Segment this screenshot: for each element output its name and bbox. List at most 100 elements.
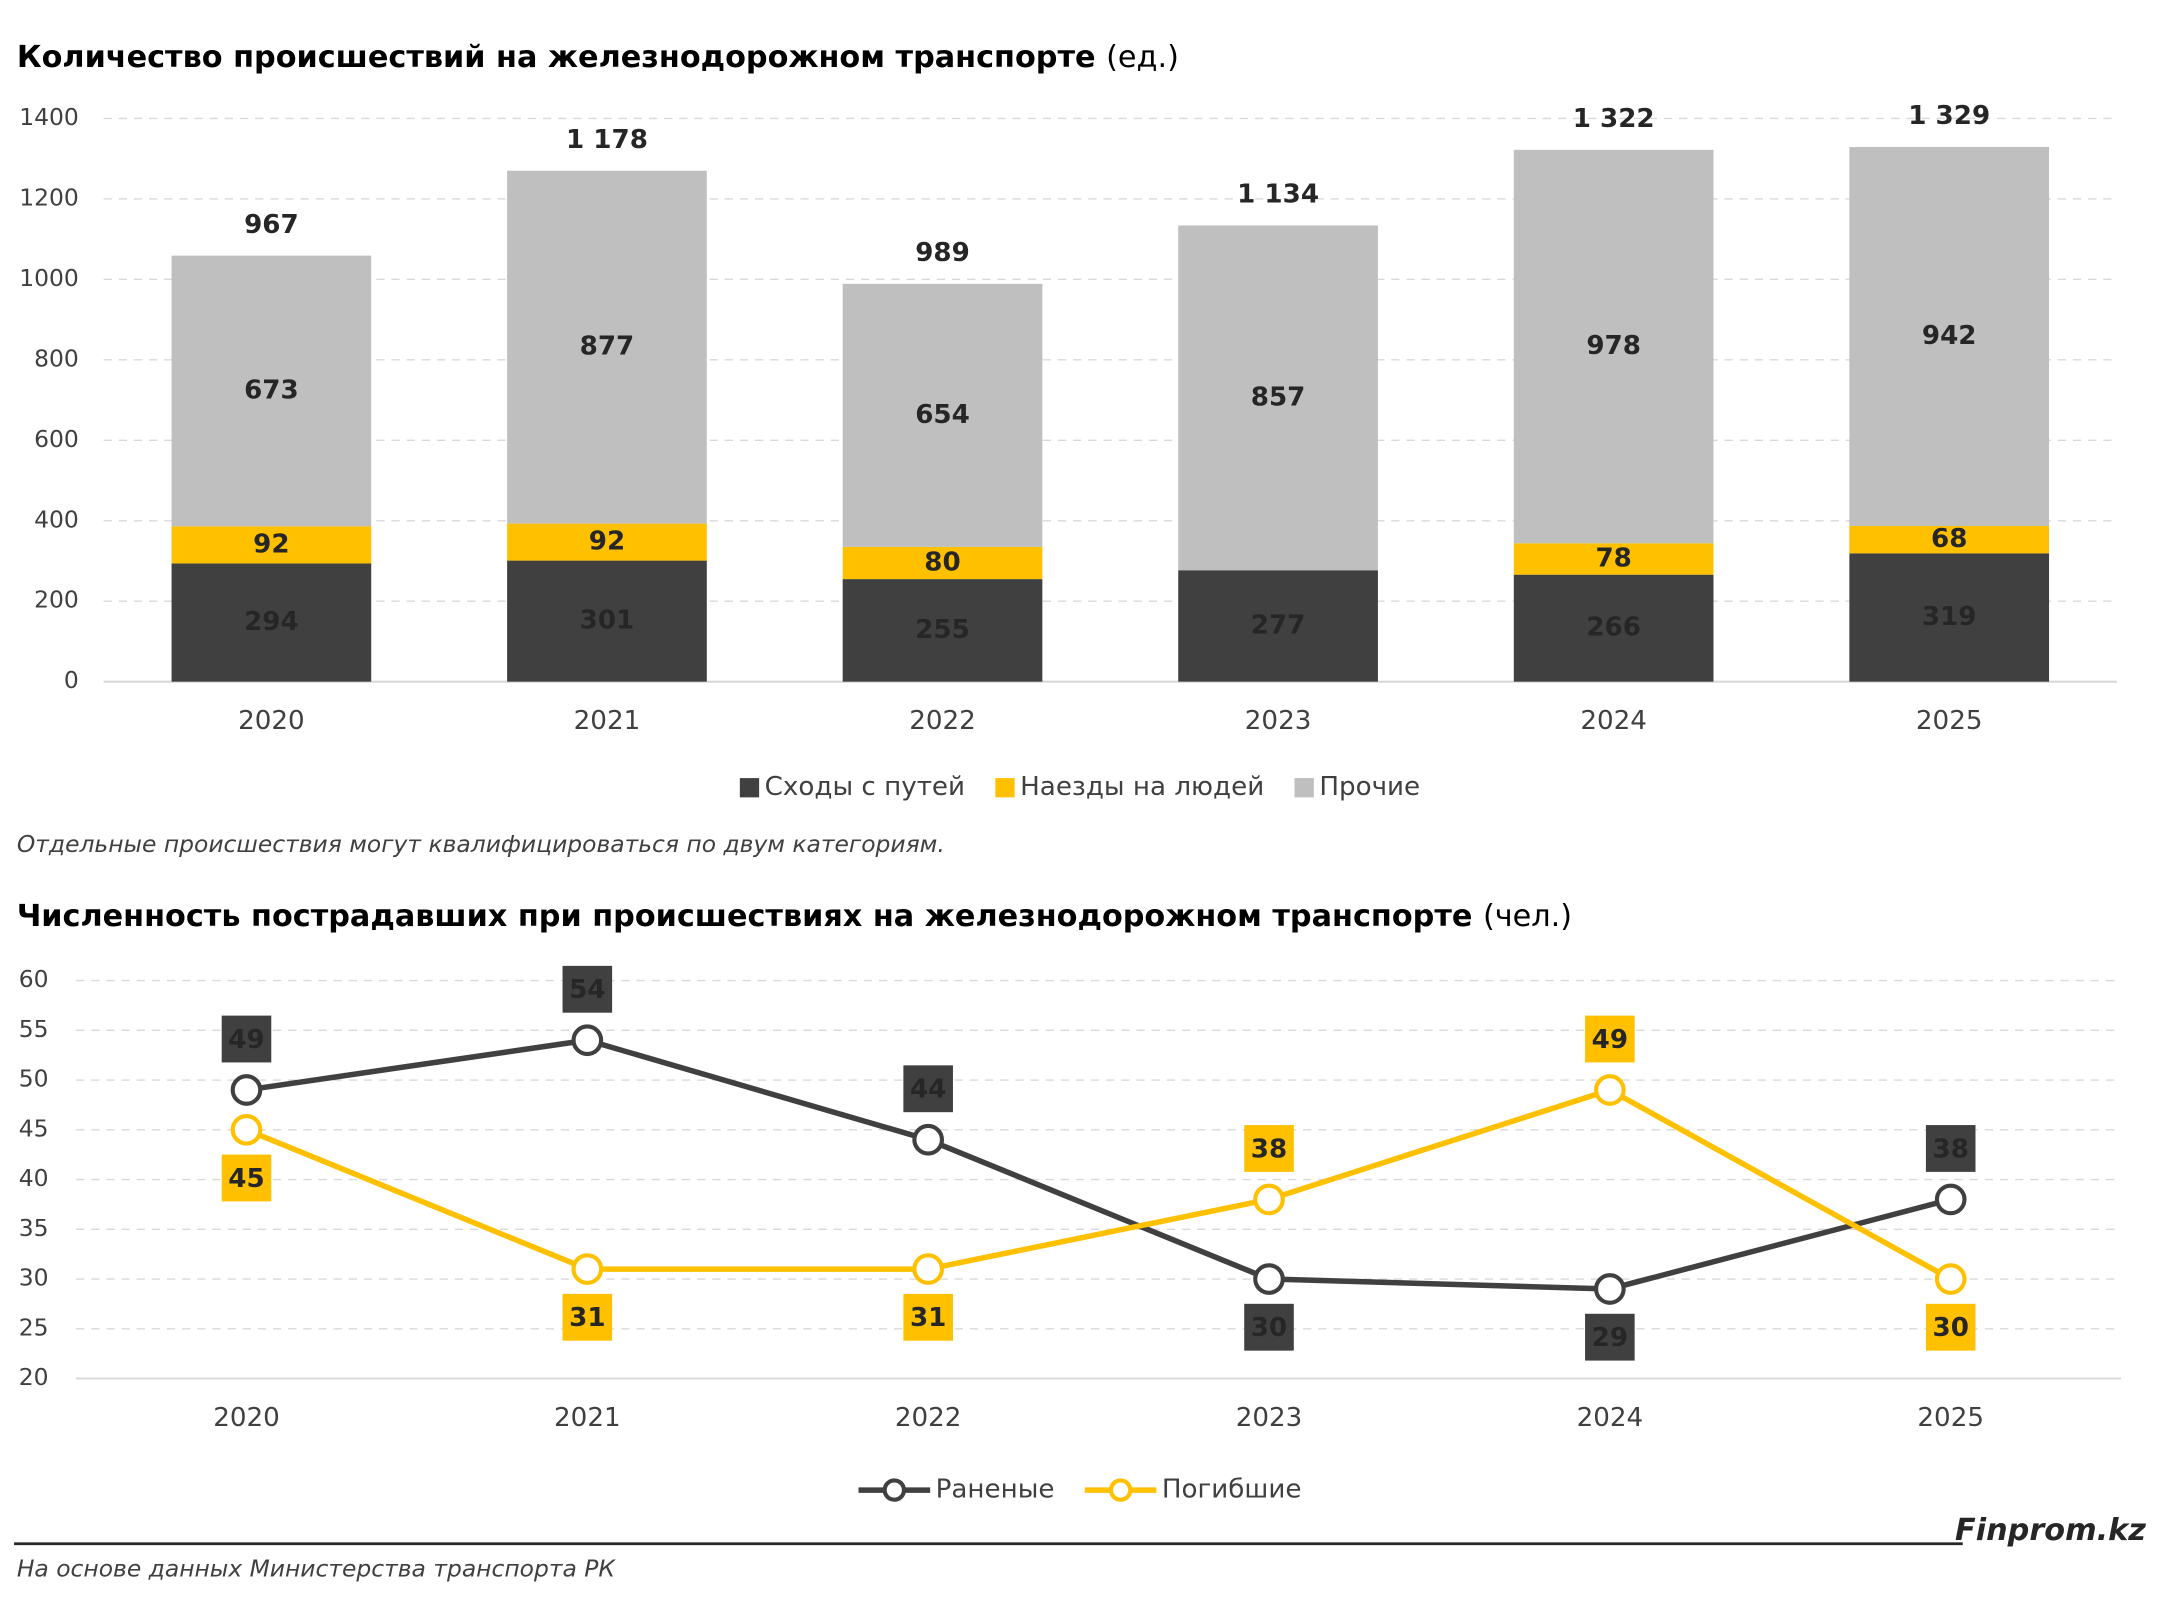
x-tick-label: 2022 bbox=[895, 1403, 962, 1433]
data-label: 45 bbox=[228, 1164, 264, 1194]
bar-segment bbox=[1178, 225, 1378, 571]
legend-item: Прочие bbox=[1294, 772, 1420, 802]
y-tick-label: 55 bbox=[19, 1015, 49, 1043]
point bbox=[1594, 1273, 1626, 1305]
data-label: 30 bbox=[1932, 1313, 1968, 1343]
data-label: 78 bbox=[1595, 543, 1631, 573]
label-box bbox=[221, 1154, 272, 1202]
x-tick-label: 2022 bbox=[909, 706, 976, 736]
y-tick-label: 50 bbox=[19, 1065, 49, 1093]
title-unit: (ед.) bbox=[1106, 39, 1179, 74]
y-tick-label: 45 bbox=[19, 1114, 49, 1142]
legend-marker bbox=[1108, 1478, 1133, 1502]
y-tick-label: 600 bbox=[34, 425, 79, 453]
y-tick-label: 800 bbox=[34, 344, 79, 372]
label-box bbox=[562, 1293, 613, 1341]
bar-segment bbox=[171, 563, 372, 682]
total-label: 989 bbox=[915, 238, 970, 268]
y-tick-label: 40 bbox=[19, 1164, 49, 1192]
legend-item: Сходы с путей bbox=[739, 772, 965, 802]
label-box bbox=[903, 1065, 953, 1113]
x-tick-label: 2023 bbox=[1236, 1403, 1303, 1433]
data-label: 255 bbox=[915, 615, 970, 645]
legend-label: Наезды на людей bbox=[1020, 772, 1264, 802]
label-box bbox=[1244, 1303, 1294, 1351]
title-text: Численность пострадавших при происшестви… bbox=[17, 899, 1473, 934]
legend-label: Раненые bbox=[936, 1475, 1055, 1505]
bar-segment bbox=[507, 170, 707, 524]
data-label: 44 bbox=[910, 1075, 946, 1105]
data-label: 54 bbox=[569, 975, 605, 1005]
data-label: 31 bbox=[569, 1303, 605, 1333]
chart-title: Численность пострадавших при происшестви… bbox=[17, 899, 1572, 934]
x-tick-label: 2024 bbox=[1580, 706, 1647, 736]
label-box bbox=[903, 1293, 953, 1341]
chart-title: Количество происшествий на железнодорожн… bbox=[17, 39, 1179, 74]
point bbox=[1594, 1074, 1626, 1106]
data-label: 877 bbox=[580, 332, 635, 362]
label-box bbox=[221, 1015, 272, 1063]
bar-segment bbox=[842, 546, 1043, 580]
data-label: 29 bbox=[1592, 1323, 1628, 1353]
bar-segment bbox=[1513, 543, 1714, 575]
legend-label: Погибшие bbox=[1162, 1475, 1302, 1505]
brand: Finprom.kz bbox=[1955, 1513, 2146, 1548]
series-line bbox=[245, 1086, 1953, 1282]
point bbox=[912, 1123, 945, 1156]
data-label: 31 bbox=[910, 1303, 946, 1333]
bar-segment bbox=[1178, 570, 1378, 682]
bar-segment bbox=[842, 283, 1043, 547]
point bbox=[912, 1253, 945, 1285]
y-tick-label: 25 bbox=[19, 1313, 49, 1341]
data-label: 673 bbox=[244, 376, 299, 406]
title-text: Количество происшествий на железнодорожн… bbox=[17, 39, 1096, 74]
data-label: 301 bbox=[580, 606, 635, 636]
total-label: 1 178 bbox=[566, 125, 648, 155]
legend-item: Погибшие bbox=[1084, 1475, 1302, 1505]
data-label: 30 bbox=[1251, 1313, 1287, 1343]
x-tick-label: 2025 bbox=[1916, 706, 1983, 736]
bar-segment bbox=[171, 526, 372, 564]
x-tick-label: 2023 bbox=[1245, 706, 1312, 736]
point bbox=[1253, 1183, 1285, 1216]
y-tick-label: 1400 bbox=[19, 103, 79, 131]
bar-segment bbox=[1849, 553, 2050, 682]
data-label: 38 bbox=[1251, 1134, 1287, 1164]
bar-segment bbox=[507, 560, 707, 682]
bar-segment bbox=[842, 579, 1043, 682]
point bbox=[571, 1253, 604, 1285]
legend-label: Сходы с путей bbox=[765, 772, 965, 802]
x-tick-label: 2020 bbox=[238, 706, 305, 736]
data-label: 978 bbox=[1586, 331, 1641, 361]
data-label: 942 bbox=[1922, 321, 1977, 351]
total-label: 967 bbox=[244, 210, 299, 240]
label-box bbox=[562, 965, 613, 1013]
total-label: 1 329 bbox=[1908, 101, 1990, 131]
y-tick-label: 0 bbox=[64, 666, 79, 694]
bar-segment bbox=[1849, 525, 2050, 554]
legend-swatch bbox=[1294, 778, 1314, 798]
data-label: 80 bbox=[924, 548, 960, 578]
total-label: 1 134 bbox=[1237, 180, 1319, 210]
data-label: 68 bbox=[1931, 524, 1967, 554]
data-label: 38 bbox=[1932, 1134, 1968, 1164]
bar-segment bbox=[1513, 149, 1714, 544]
source: На основе данных Министерства транспорта… bbox=[17, 1554, 617, 1582]
point bbox=[230, 1074, 263, 1106]
x-tick-label: 2025 bbox=[1917, 1403, 1984, 1433]
series-line bbox=[246, 1037, 1952, 1292]
point bbox=[1934, 1183, 1967, 1216]
data-label: 49 bbox=[228, 1025, 264, 1055]
data-label: 92 bbox=[589, 527, 625, 557]
data-label: 857 bbox=[1251, 382, 1306, 412]
legend-marker bbox=[882, 1478, 907, 1502]
y-tick-label: 400 bbox=[34, 505, 79, 533]
y-tick-label: 30 bbox=[19, 1264, 49, 1292]
y-tick-label: 1200 bbox=[19, 183, 79, 211]
data-label: 654 bbox=[915, 400, 970, 430]
y-tick-label: 1000 bbox=[19, 264, 79, 292]
legend-swatch bbox=[995, 778, 1015, 798]
label-box bbox=[1925, 1303, 1976, 1351]
